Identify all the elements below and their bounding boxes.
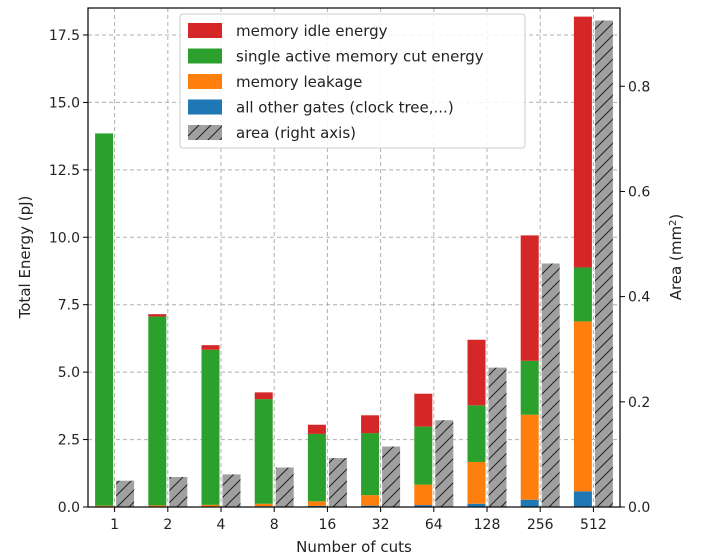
left-tick-label: 17.5: [49, 28, 80, 44]
energy-bar-segment: [202, 345, 220, 350]
energy-bar-segment: [255, 392, 273, 399]
energy-bar-segment: [414, 394, 432, 427]
energy-bar-segment: [521, 500, 539, 507]
x-tick-label: 512: [580, 517, 607, 533]
energy-bar-segment: [414, 485, 432, 505]
energy-bar-segment: [255, 399, 273, 504]
energy-bar-segment: [468, 405, 486, 462]
energy-bar-segment: [574, 321, 592, 491]
x-tick-label: 128: [474, 517, 501, 533]
energy-bar-segment: [574, 267, 592, 321]
energy-bar-segment: [95, 506, 113, 507]
energy-bar-segment: [361, 415, 379, 433]
left-tick-label: 2.5: [58, 433, 80, 449]
energy-bar-segment: [361, 495, 379, 506]
right-tick-label: 0.6: [628, 184, 650, 200]
right-tick-label: 0.4: [628, 290, 650, 306]
area-bar: [116, 481, 134, 507]
right-axis-label-suffix: ): [667, 214, 685, 220]
x-tick-label: 32: [372, 517, 390, 533]
right-axis: 0.0 0.2 0.4 0.6 0.8: [620, 79, 650, 516]
legend-label: all other gates (clock tree,...): [236, 99, 454, 117]
right-tick-label: 0.2: [628, 395, 650, 411]
energy-bar-segment: [148, 317, 166, 506]
left-tick-label: 7.5: [58, 298, 80, 314]
energy-bar-segment: [255, 504, 273, 506]
left-tick-label: 10.0: [49, 230, 80, 246]
area-bar: [595, 21, 613, 507]
x-tick-label: 64: [425, 517, 443, 533]
legend-label: area (right axis): [236, 124, 356, 142]
energy-bar-segment: [202, 350, 220, 505]
energy-bar-segment: [308, 434, 326, 501]
area-bar: [223, 474, 241, 507]
energy-bar-segment: [202, 505, 220, 507]
energy-bar-segment: [574, 491, 592, 507]
x-tick-label: 16: [318, 517, 336, 533]
energy-bar-segment: [414, 427, 432, 485]
x-tick-label: 4: [217, 517, 226, 533]
area-bar: [382, 447, 400, 507]
area-bar: [542, 263, 560, 507]
energy-bar-segment: [361, 433, 379, 495]
area-bar: [276, 468, 294, 507]
legend-swatch: [188, 100, 222, 115]
area-bar: [329, 458, 347, 507]
energy-bar-segment: [521, 235, 539, 360]
area-bar: [489, 368, 507, 507]
area-bar: [435, 420, 453, 507]
energy-bar-segment: [308, 501, 326, 506]
energy-bar-segment: [574, 17, 592, 268]
energy-bar-segment: [521, 361, 539, 415]
legend-label: single active memory cut energy: [236, 48, 484, 66]
legend-swatch: [188, 74, 222, 89]
legend-swatch: [188, 125, 222, 140]
x-tick-label: 2: [163, 517, 172, 533]
area-bar: [169, 477, 187, 507]
legend: memory idle energy single active memory c…: [180, 14, 525, 148]
left-axis-label: Total Energy (pJ): [16, 196, 34, 320]
right-tick-label: 0.8: [628, 79, 650, 95]
x-tick-label: 1: [110, 517, 119, 533]
right-axis-label: Area (mm2): [667, 214, 685, 301]
right-axis-label-prefix: Area (mm: [667, 226, 685, 300]
x-axis: 1 2 4 8 16 32 64 128 256 512: [110, 507, 607, 533]
legend-swatch: [188, 49, 222, 64]
left-tick-label: 0.0: [58, 500, 80, 516]
x-axis-label: Number of cuts: [296, 538, 412, 556]
x-tick-label: 256: [527, 517, 554, 533]
legend-swatch: [188, 23, 222, 38]
left-tick-label: 12.5: [49, 163, 80, 179]
energy-bar-segment: [308, 425, 326, 434]
energy-bar-segment: [521, 415, 539, 500]
left-axis: 0.0 2.5 5.0 7.5 10.0 12.5 15.0 17.5: [49, 28, 88, 516]
legend-label: memory idle energy: [236, 22, 388, 40]
right-tick-label: 0.0: [628, 500, 650, 516]
energy-bar-segment: [148, 505, 166, 506]
energy-bar-segment: [468, 462, 486, 504]
left-tick-label: 15.0: [49, 95, 80, 111]
energy-bar-segment: [95, 133, 113, 505]
legend-label: memory leakage: [236, 73, 362, 91]
x-tick-label: 8: [270, 517, 279, 533]
energy-bar-segment: [148, 314, 166, 316]
left-tick-label: 5.0: [58, 365, 80, 381]
energy-bar-segment: [468, 340, 486, 406]
